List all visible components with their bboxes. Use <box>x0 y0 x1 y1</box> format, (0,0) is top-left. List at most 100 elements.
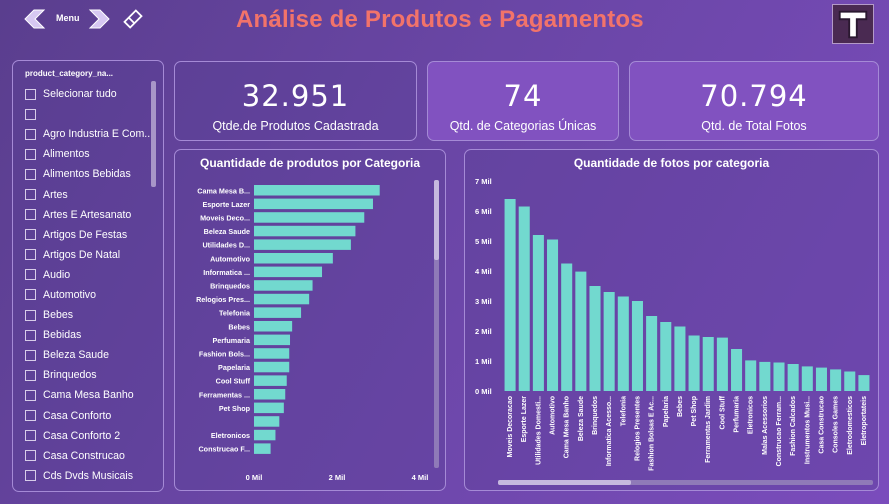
tick-label: Papelaria <box>218 363 251 372</box>
tick-label: Esporte Lazer <box>521 396 528 443</box>
slicer-item[interactable]: Brinquedos <box>25 365 163 385</box>
slicer-item[interactable]: Alimentos Bebidas <box>25 164 163 184</box>
slicer-list: Selecionar tudo Agro Industria E Com... Al… <box>25 84 163 486</box>
slicer-item[interactable]: Cds Dvds Musicais <box>25 466 163 486</box>
bar <box>617 296 629 391</box>
kpi-label: Qtd. de Total Fotos <box>701 119 807 133</box>
bar <box>773 362 785 391</box>
tick-label: 7 Mil <box>475 177 492 186</box>
slicer-item[interactable]: Selecionar tudo <box>25 84 163 104</box>
bar <box>716 337 728 391</box>
tick-label: Ferramentas Jardim <box>705 396 712 463</box>
checkbox[interactable] <box>25 309 36 321</box>
slicer-item[interactable]: Alimentos <box>25 144 163 164</box>
tick-label: Telefonia <box>219 309 251 318</box>
tick-label: Beleza Saude <box>578 396 585 441</box>
tick-label: Utilidades D... <box>202 241 250 250</box>
checkbox[interactable] <box>25 410 36 422</box>
eraser-icon[interactable] <box>122 8 144 30</box>
bar <box>660 322 672 391</box>
arrow-left-icon[interactable] <box>22 8 46 30</box>
checkbox[interactable] <box>25 189 36 201</box>
slicer-item[interactable]: Bebidas <box>25 325 163 345</box>
slicer-item[interactable]: Beleza Saude <box>25 345 163 365</box>
slicer-item[interactable]: Casa Conforto <box>25 406 163 426</box>
bar <box>532 235 544 391</box>
tick-label: Consoles Games <box>833 396 840 453</box>
checkbox[interactable] <box>25 470 36 482</box>
slicer-item-label: Casa Construcao <box>43 449 125 462</box>
bar <box>702 337 714 391</box>
checkbox[interactable] <box>25 128 36 140</box>
checkbox[interactable] <box>25 369 36 381</box>
kpi-label: Qtd. de Categorias Únicas <box>449 119 597 133</box>
slicer-item-label: Beleza Saude <box>43 349 109 362</box>
tick-label: Eletronicos <box>748 396 755 434</box>
checkbox[interactable] <box>25 430 36 442</box>
checkbox[interactable] <box>25 349 36 361</box>
products-by-category-panel: Quantidade de produtos por Categoria Cam… <box>174 149 446 491</box>
tick-label: Instrumentos Musi... <box>804 396 811 464</box>
photos-bar-chart: 0 Mil 1 Mil 2 Mil 3 Mil 4 Mil 5 Mil 6 Mil 7 Mil… <box>475 177 873 485</box>
products-bar-chart: Cama Mesa B... Esporte Lazer Moveis Deco..… <box>196 180 439 482</box>
chart-scrollbar-thumb <box>498 480 631 485</box>
slicer-item[interactable]: Artigos De Natal <box>25 245 163 265</box>
checkbox[interactable] <box>25 249 36 261</box>
tick-label: Fashion Bolsas E Ac... <box>649 396 656 471</box>
slicer-item-label: Bebes <box>43 309 74 322</box>
arrow-right-icon[interactable] <box>88 8 112 30</box>
category-slicer[interactable]: product_category_na... Selecionar tudo Ag… <box>12 60 164 492</box>
photos-by-category-panel: Quantidade de fotos por categoria 0 Mil 1… <box>464 149 879 491</box>
bar <box>745 360 757 391</box>
checkbox[interactable] <box>25 229 36 241</box>
checkbox[interactable] <box>25 209 36 221</box>
checkbox[interactable] <box>25 148 36 160</box>
slicer-item[interactable]: Artigos De Festas <box>25 225 163 245</box>
checkbox[interactable] <box>25 289 36 301</box>
tick-label: 2 Mil <box>475 327 492 336</box>
checkbox[interactable] <box>25 389 36 401</box>
tick-label: Utilidades Domesti... <box>535 396 542 465</box>
slicer-item[interactable]: Casa Conforto 2 <box>25 426 163 446</box>
slicer-item[interactable]: Casa Construcao <box>25 446 163 466</box>
slicer-item[interactable]: Bebes <box>25 305 163 325</box>
checkbox[interactable] <box>25 88 36 100</box>
slicer-item[interactable]: Artes <box>25 184 163 204</box>
slicer-item[interactable]: Artes E Artesanato <box>25 205 163 225</box>
slicer-item[interactable]: Automotivo <box>25 285 163 305</box>
chart-title: Quantidade de produtos por Categoria <box>199 156 420 170</box>
chart-title: Quantidade de fotos por categoria <box>573 156 770 170</box>
tick-label: Ferramentas ... <box>199 390 250 399</box>
slicer-item[interactable]: Audio <box>25 265 163 285</box>
bar <box>254 280 313 291</box>
bar <box>787 364 799 391</box>
tick-label: Eletronicos <box>211 431 250 440</box>
slicer-item-label: Selecionar tudo <box>43 88 117 101</box>
slicer-item[interactable] <box>25 104 163 124</box>
kpi-label: Qtde.de Produtos Cadastrada <box>212 119 379 133</box>
checkbox[interactable] <box>25 329 36 341</box>
bar <box>254 321 293 332</box>
checkbox[interactable] <box>25 108 36 120</box>
slicer-scrollbar[interactable] <box>151 81 156 187</box>
bar <box>254 389 286 400</box>
tick-label: Cool Stuff <box>216 377 251 386</box>
menu-label[interactable]: Menu <box>56 13 80 23</box>
tick-label: Telefonia <box>620 396 627 426</box>
tick-label: 2 Mil <box>329 473 346 482</box>
checkbox[interactable] <box>25 269 36 281</box>
slicer-item[interactable]: Cama Mesa Banho <box>25 385 163 405</box>
tick-label: Automotivo <box>210 254 251 263</box>
bar <box>254 429 276 441</box>
checkbox[interactable] <box>25 450 36 462</box>
tick-label: Pet Shop <box>219 404 251 413</box>
slicer-item-label: Bebidas <box>43 329 82 342</box>
checkbox[interactable] <box>25 168 36 180</box>
slicer-item-label: Artigos De Festas <box>43 228 128 241</box>
tick-label: 1 Mil <box>475 357 492 366</box>
kpi-card-photos: 70.794 Qtd. de Total Fotos <box>629 61 879 141</box>
slicer-item[interactable]: Agro Industria E Com... <box>25 124 163 144</box>
bar <box>254 239 351 250</box>
kpi-value: 70.794 <box>700 79 808 113</box>
tick-label: Moveis Decoracao <box>507 396 514 457</box>
